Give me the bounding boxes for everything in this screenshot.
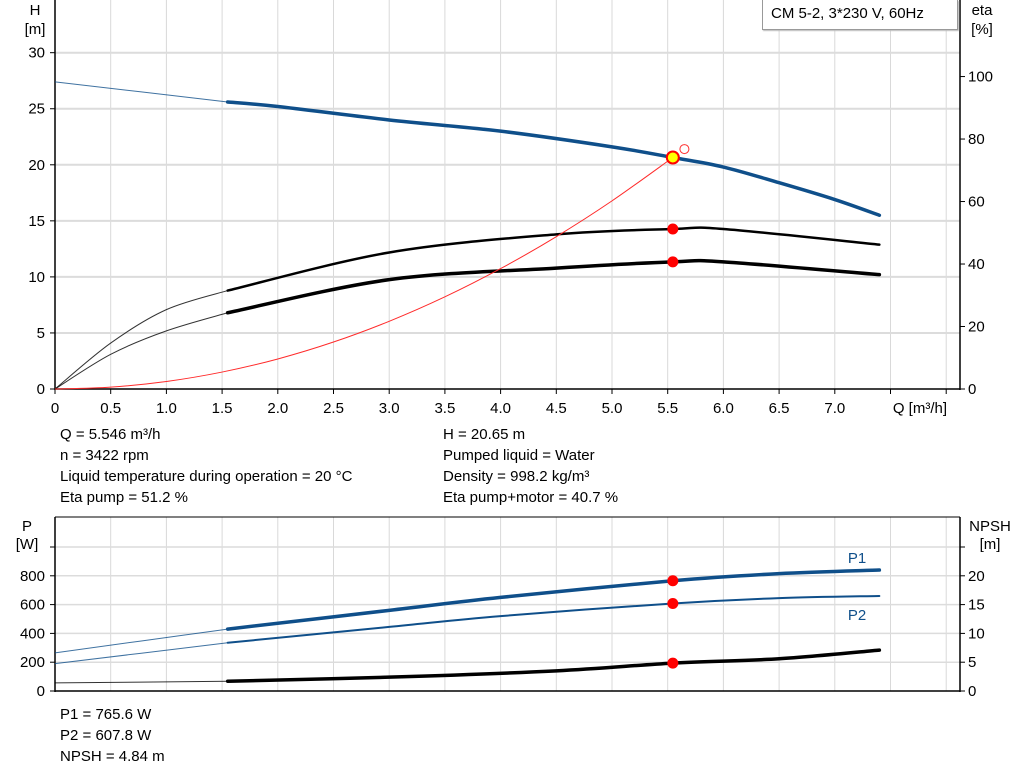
info-flow: Q = 5.546 m³/h <box>60 426 161 443</box>
head-chart-x-tick-label: 2.5 <box>323 400 344 417</box>
info-top-right: H = 20.65 m Pumped liquid = Water Densit… <box>443 424 618 508</box>
head-operating-point <box>665 150 680 165</box>
head-chart-right-tick-label: 40 <box>968 256 985 273</box>
eta-pump-operating-point <box>667 223 679 235</box>
head-chart-right-tick-label: 100 <box>968 69 993 86</box>
info-eta-pump-motor: Eta pump+motor = 40.7 % <box>443 489 619 506</box>
p1-label: P1 <box>848 550 866 567</box>
head-chart-x-tick-label: 3.0 <box>379 400 400 417</box>
pump-legend: CM 5-2, 3*230 V, 60Hz <box>762 0 958 30</box>
head-chart-x-tick-label: 0 <box>51 400 59 417</box>
head-chart-x-tick-label: 3.5 <box>434 400 455 417</box>
power-chart-right-tick-label: 0 <box>968 683 976 700</box>
info-density: Density = 998.2 kg/m³ <box>443 468 590 485</box>
head-chart-x-tick-label: 7.0 <box>824 400 845 417</box>
head-chart-plot-area <box>55 0 960 389</box>
p2-curve <box>226 594 881 644</box>
head-chart-x-tick-label: 2.0 <box>267 400 288 417</box>
p2-curve-extrapolated <box>54 642 228 665</box>
system-curve-curve <box>54 157 674 390</box>
info-pumped-liquid: Pumped liquid = Water <box>443 447 595 464</box>
head-chart-left-tick-label: 20 <box>28 157 45 174</box>
power-chart-right-tick-label: 15 <box>968 597 985 614</box>
head-chart-left-tick-label: 5 <box>37 325 45 342</box>
head-chart-x-axis-title: Q [m³/h] <box>893 400 947 417</box>
head-curve <box>225 100 882 217</box>
head-chart-x-tick-label: 4.0 <box>490 400 511 417</box>
info-npsh: NPSH = 4.84 m <box>60 748 165 765</box>
head-chart-x-tick-label: 1.5 <box>212 400 233 417</box>
head-chart-left-tick-label: 0 <box>37 381 45 398</box>
head-chart-x-tick-label: 4.5 <box>546 400 567 417</box>
power-chart-right-tick-label: 20 <box>968 568 985 585</box>
head-chart-left-axis-title: H <box>30 2 41 19</box>
head-curve-extrapolated <box>54 81 228 103</box>
eta-pump-motor-curve-extrapolated <box>54 312 228 390</box>
head-chart-right-axis-unit: [%] <box>971 21 993 38</box>
power-chart-right-tick-label: 5 <box>968 654 976 671</box>
info-head: H = 20.65 m <box>443 426 526 443</box>
head-chart-left-tick-label: 25 <box>28 101 45 118</box>
p1-curve-extrapolated <box>54 628 228 654</box>
eta-pump-curve <box>226 226 881 292</box>
p2-operating-point <box>667 597 679 609</box>
info-eta-pump: Eta pump = 51.2 % <box>60 489 188 506</box>
system-curve-end-marker <box>679 144 690 155</box>
head-chart-left-tick-label: 30 <box>28 45 45 62</box>
power-chart-left-tick-label: 0 <box>37 683 45 700</box>
eta-pump-motor-operating-point <box>667 256 679 268</box>
head-chart-right-axis-title: eta <box>972 2 994 19</box>
head-chart-x-tick-label: 5.5 <box>657 400 678 417</box>
p1-curve <box>225 568 882 631</box>
head-chart-x-tick-label: 0.5 <box>100 400 121 417</box>
power-chart-left-axis-unit: [W] <box>16 536 39 553</box>
power-chart-left-tick-label: 800 <box>20 568 45 585</box>
power-chart-right-tick-label: 10 <box>968 625 985 642</box>
p2-label: P2 <box>848 607 866 624</box>
head-chart-right-tick-label: 0 <box>968 381 976 398</box>
power-chart-left-tick-label: 200 <box>20 654 45 671</box>
power-chart-right-axis-unit: [m] <box>980 536 1001 553</box>
head-chart-left-axis-unit: [m] <box>25 21 46 38</box>
power-chart-left-tick-label: 400 <box>20 625 45 642</box>
head-chart-x-tick-label: 5.0 <box>602 400 623 417</box>
head-chart-x-tick-label: 6.5 <box>769 400 790 417</box>
head-chart-left-tick-label: 15 <box>28 213 45 230</box>
power-chart-left-axis-title: P <box>22 518 32 535</box>
info-top-left: Q = 5.546 m³/h n = 3422 rpm Liquid tempe… <box>60 424 352 508</box>
info-speed: n = 3422 rpm <box>60 447 149 464</box>
npsh-operating-point <box>667 657 679 669</box>
info-liquid-temperature: Liquid temperature during operation = 20… <box>60 468 353 485</box>
eta-pump-motor-curve <box>225 258 882 315</box>
head-chart-x-tick-label: 1.0 <box>156 400 177 417</box>
head-chart-right-tick-label: 20 <box>968 319 985 336</box>
p1-operating-point <box>667 575 679 587</box>
eta-pump-curve-extrapolated <box>54 290 228 390</box>
head-chart-left-tick-label: 10 <box>28 269 45 286</box>
head-chart-x-tick-label: 6.0 <box>713 400 734 417</box>
power-chart-right-axis-title: NPSH <box>969 518 1011 535</box>
head-chart-right-tick-label: 80 <box>968 131 985 148</box>
power-chart-left-tick-label: 600 <box>20 597 45 614</box>
npsh-curve <box>225 648 882 683</box>
info-p1: P1 = 765.6 W <box>60 706 152 723</box>
head-chart-right-tick-label: 60 <box>968 194 985 211</box>
info-bottom: P1 = 765.6 W P2 = 607.8 W NPSH = 4.84 m <box>60 704 165 767</box>
npsh-curve-extrapolated <box>54 680 228 684</box>
info-p2: P2 = 607.8 W <box>60 727 152 744</box>
